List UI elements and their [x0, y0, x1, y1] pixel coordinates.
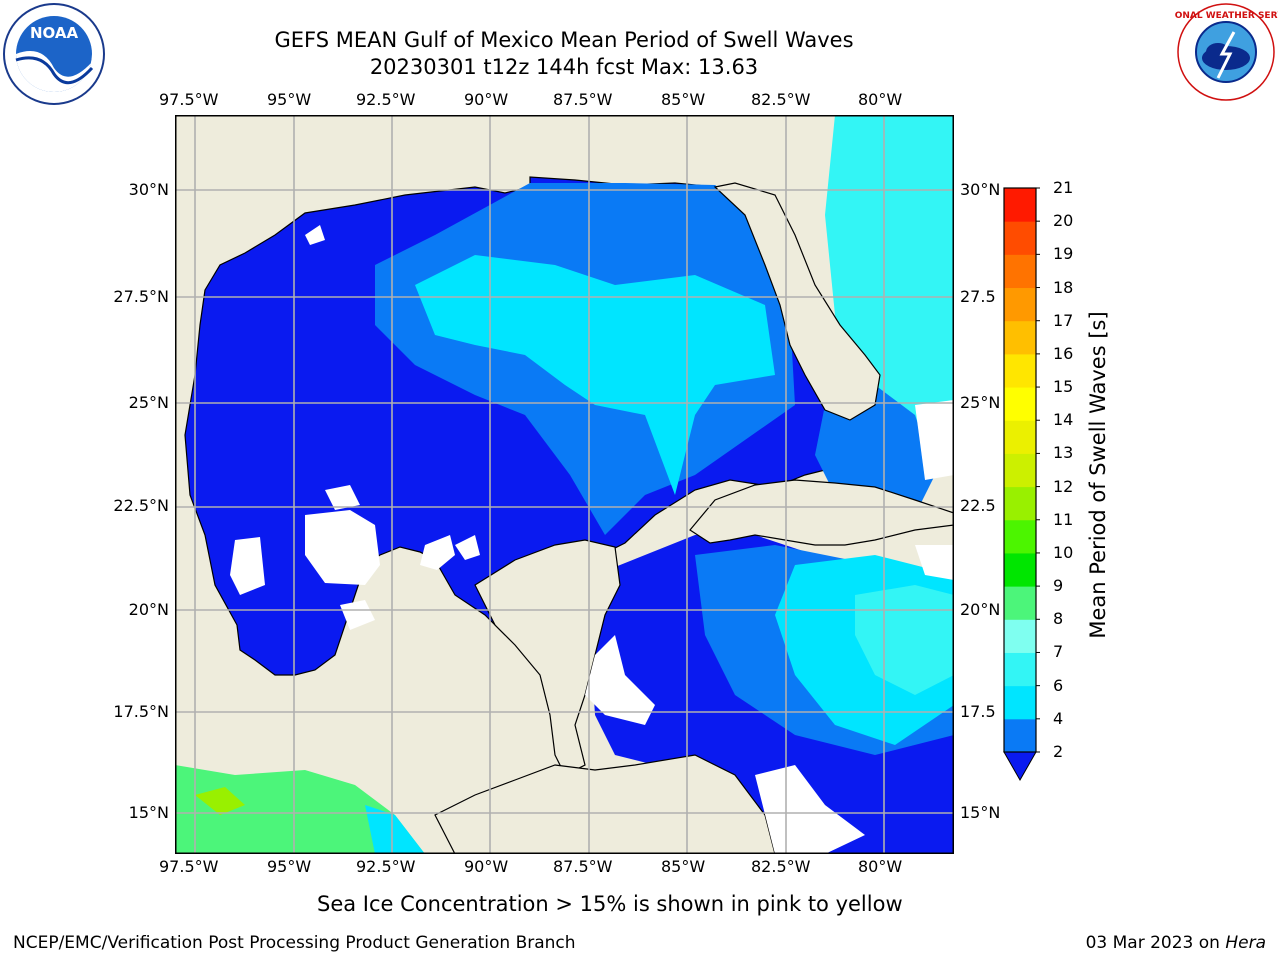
colorbar-tick-label: 12 — [1053, 476, 1074, 496]
lat-tick-left: 27.5°N — [113, 287, 169, 306]
colorbar-tick-label: 21 — [1053, 178, 1074, 197]
lat-tick-left: 25°N — [128, 393, 169, 412]
map-frame — [175, 115, 954, 854]
pacific-water-edge — [365, 805, 425, 854]
colorbar-tick-label: 8 — [1053, 609, 1064, 629]
pacific-water-patch — [195, 787, 245, 815]
pacific-water — [175, 765, 425, 854]
colorbar-step — [1004, 519, 1036, 554]
colorbar-tick-label: 10 — [1053, 542, 1074, 562]
colorbar-tick-label: 14 — [1053, 410, 1074, 430]
colorbar-step — [1004, 486, 1036, 521]
noaa-logo-text: NOAA — [30, 24, 79, 42]
colorbar-tick-label: 17 — [1053, 310, 1074, 330]
central-america-land — [434, 754, 776, 854]
map-title-line2: 20230301 t12z 144h fcst Max: 13.63 — [369, 55, 759, 79]
colorbar-step — [1004, 453, 1036, 488]
lon-tick-top: 87.5°W — [553, 90, 613, 109]
lon-tick-top: 82.5°W — [751, 90, 811, 109]
colorbar-step — [1004, 221, 1036, 255]
colorbar-tick-label: 9 — [1053, 576, 1064, 596]
noaa-logo: NOAA — [3, 3, 105, 105]
colorbar-tick-label: 15 — [1053, 377, 1074, 397]
colorbar-title: Mean Period of Swell Waves [s] — [1086, 311, 1110, 639]
lon-tick-bottom: 82.5°W — [751, 857, 811, 876]
footer-machine: Hera — [1225, 933, 1266, 953]
lat-tick-right: 27.5 — [960, 287, 996, 306]
lon-tick-top: 80°W — [858, 90, 903, 109]
lon-tick-bottom: 80°W — [858, 857, 903, 876]
footer-branch: NCEP/EMC/Verification Post Processing Pr… — [13, 933, 576, 953]
map-title-line1: GEFS MEAN Gulf of Mexico Mean Period of … — [274, 28, 854, 52]
colorbar-tick-label: 16 — [1053, 343, 1074, 363]
colorbar-title-wrap: Mean Period of Swell Waves [s] — [1078, 205, 1118, 745]
colorbar-tick-label: 13 — [1053, 443, 1074, 463]
colorbar-step — [1004, 188, 1036, 222]
colorbar-step — [1004, 287, 1036, 322]
lat-tick-right: 25°N — [960, 393, 1001, 412]
lat-tick-left: 22.5°N — [113, 496, 169, 515]
gulf-map — [175, 115, 954, 854]
colorbar-step — [1004, 685, 1036, 720]
nodata-patches — [230, 225, 954, 854]
colorbar-tick-label: 4 — [1053, 708, 1064, 728]
lon-tick-bottom: 95°W — [267, 857, 312, 876]
colorbar-step — [1004, 652, 1036, 687]
colorbar-step — [1004, 254, 1036, 289]
colorbar-tick-label: 20 — [1053, 211, 1074, 231]
lon-tick-bottom: 90°W — [464, 857, 509, 876]
colorbar-frame — [1003, 187, 1037, 753]
lon-tick-top: 97.5°W — [159, 90, 219, 109]
lat-tick-right: 20°N — [960, 600, 1001, 619]
lat-tick-left: 17.5°N — [113, 702, 169, 721]
nws-logo: NATIONAL WEATHER SERVICE — [1174, 3, 1278, 101]
caribbean-water-highest — [855, 585, 954, 695]
gulf-water-high — [415, 255, 775, 495]
colorbar — [1003, 187, 1040, 782]
yucatan-land — [474, 539, 621, 776]
lat-tick-left: 30°N — [128, 180, 169, 199]
lat-tick-left: 15°N — [128, 803, 169, 822]
lon-tick-bottom: 85°W — [661, 857, 706, 876]
colorbar-step — [1004, 586, 1036, 620]
lon-tick-bottom: 97.5°W — [159, 857, 219, 876]
colorbar-step — [1004, 718, 1036, 753]
lon-tick-top: 90°W — [464, 90, 509, 109]
lat-tick-right: 15°N — [960, 803, 1001, 822]
colorbar-tick-label: 19 — [1053, 244, 1074, 264]
lon-tick-top: 85°W — [661, 90, 706, 109]
colorbar-tick-label: 11 — [1053, 509, 1074, 529]
lat-tick-left: 20°N — [128, 600, 169, 619]
colorbar-step — [1004, 320, 1036, 355]
lon-tick-top: 95°W — [267, 90, 312, 109]
lon-tick-top: 92.5°W — [356, 90, 416, 109]
lon-tick-bottom: 92.5°W — [356, 857, 416, 876]
lon-tick-bottom: 87.5°W — [553, 857, 613, 876]
colorbar-extend-triangle — [1003, 751, 1037, 782]
nws-logo-text: NATIONAL WEATHER SERVICE — [1174, 11, 1278, 21]
colorbar-step — [1004, 420, 1036, 454]
colorbar-tick-label: 2 — [1053, 742, 1064, 761]
lat-tick-right: 22.5 — [960, 496, 996, 515]
colorbar-tick-label: 7 — [1053, 642, 1064, 662]
colorbar-step — [1004, 552, 1036, 587]
lat-tick-right: 17.5 — [960, 702, 996, 721]
colorbar-step — [1004, 353, 1036, 388]
colorbar-step — [1004, 619, 1036, 653]
florida-land — [713, 182, 881, 421]
lat-tick-right: 30°N — [960, 180, 1001, 199]
footer-date: 03 Mar 2023 on Hera — [1086, 933, 1266, 953]
colorbar-tick-label: 18 — [1053, 277, 1074, 297]
colorbar-tick-label: 6 — [1053, 675, 1064, 695]
colorbar-step — [1004, 387, 1036, 421]
footer-date-text: 03 Mar 2023 on — [1085, 933, 1226, 953]
graticule — [175, 115, 954, 854]
sea-ice-caption: Sea Ice Concentration > 15% is shown in … — [317, 892, 903, 916]
cuba-land — [689, 479, 954, 546]
